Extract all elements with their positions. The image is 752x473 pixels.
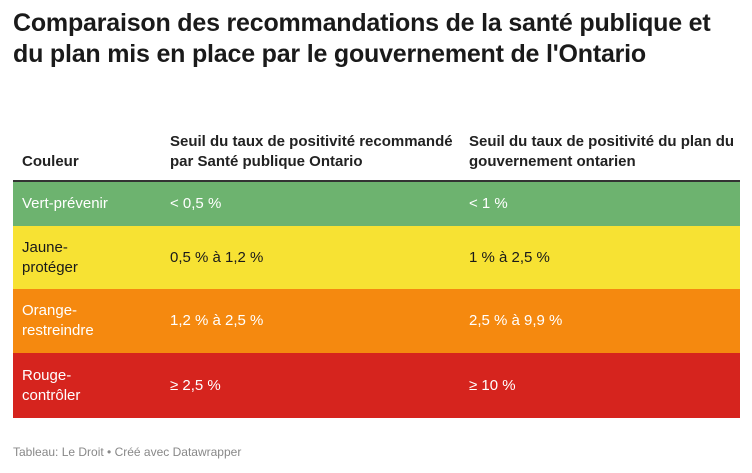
cell-color-label: Rouge-contrôler	[22, 366, 81, 404]
cell-color-label: Orange-restreindre	[22, 302, 94, 339]
cell-sante-publique: 1,2 % à 2,5 %	[170, 312, 264, 329]
cell-color-label: Vert-prévenir	[22, 195, 108, 212]
table-row-jaune: Jaune-protéger 0,5 % à 1,2 % 1 % à 2,5 %	[13, 226, 740, 289]
table-row-vert: Vert-prévenir < 0,5 % < 1 %	[13, 182, 740, 226]
cell-sante-publique: ≥ 2,5 %	[170, 376, 221, 394]
comparison-table: Couleur Seuil du taux de positivité reco…	[13, 108, 740, 418]
cell-gouvernement: < 1 %	[469, 195, 508, 212]
cell-sante-publique: < 0,5 %	[170, 195, 222, 212]
footer-credit: Tableau: Le Droit • Créé avec Datawrappe…	[13, 445, 242, 459]
chart-title: Comparaison des recommandations de la sa…	[13, 9, 711, 68]
table-row-rouge: Rouge-contrôler ≥ 2,5 % ≥ 10 %	[13, 353, 740, 418]
cell-gouvernement: 1 % à 2,5 %	[469, 248, 550, 266]
cell-gouvernement: ≥ 10 %	[469, 376, 516, 394]
header-couleur: Couleur	[22, 153, 79, 170]
cell-sante-publique: 0,5 % à 1,2 %	[170, 248, 264, 266]
header-gouvernement: Seuil du taux de positivité du plan du g…	[469, 133, 735, 170]
table-header: Couleur Seuil du taux de positivité reco…	[13, 108, 740, 182]
cell-color-label: Jaune-protéger	[22, 238, 78, 276]
table-row-orange: Orange-restreindre 1,2 % à 2,5 % 2,5 % à…	[13, 289, 740, 353]
cell-gouvernement: 2,5 % à 9,9 %	[469, 312, 563, 329]
header-sante-publique: Seuil du taux de positivité recommandé p…	[170, 133, 453, 170]
